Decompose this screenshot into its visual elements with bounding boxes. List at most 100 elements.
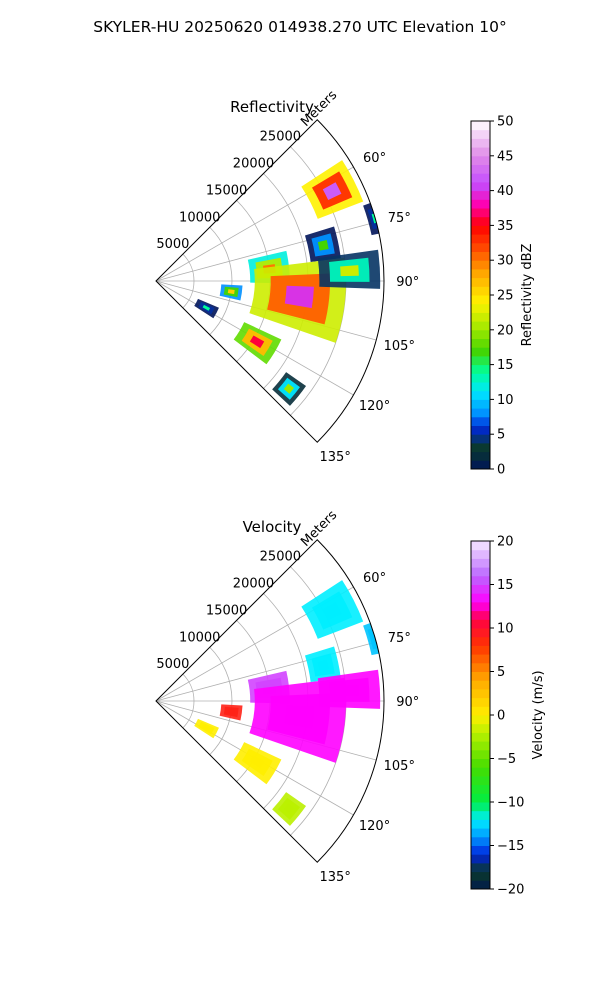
colorbar-segment bbox=[471, 303, 490, 313]
colorbar-segment bbox=[471, 784, 490, 794]
echo-cell bbox=[249, 755, 265, 769]
colorbar-segment bbox=[471, 871, 490, 881]
range-tick-label: 15000 bbox=[206, 603, 247, 618]
colorbar-segment bbox=[471, 408, 490, 418]
sector-outline bbox=[155, 539, 385, 863]
colorbar-tick-label: 0 bbox=[497, 463, 505, 478]
colorbar-segment bbox=[471, 155, 490, 165]
colorbar-segment bbox=[471, 654, 490, 664]
colorbar-segment bbox=[471, 610, 490, 620]
echo-cell bbox=[284, 285, 314, 309]
colorbar-segment bbox=[471, 671, 490, 681]
colorbar-segment bbox=[471, 268, 490, 279]
colorbar-segment bbox=[471, 364, 490, 374]
azimuth-tick-label: 135° bbox=[320, 450, 351, 465]
colorbar-segment bbox=[471, 697, 490, 707]
colorbar-segment bbox=[471, 199, 490, 209]
colorbar-tick-label: 40 bbox=[497, 184, 514, 199]
colorbar-segment bbox=[471, 399, 490, 409]
azimuth-tick-label: 75° bbox=[388, 211, 411, 226]
colorbar-segment bbox=[471, 688, 490, 699]
colorbar-tick-label: 5 bbox=[497, 665, 505, 680]
colorbar-segment bbox=[471, 880, 490, 890]
azimuth-tick-label: 120° bbox=[359, 399, 390, 414]
colorbar-segment bbox=[471, 251, 490, 261]
colorbar-segment bbox=[471, 416, 490, 426]
range-tick-label: 25000 bbox=[260, 550, 301, 565]
colorbar-tick-label: 25 bbox=[497, 289, 514, 304]
echo-cell bbox=[340, 265, 359, 277]
range-tick-label: 25000 bbox=[260, 130, 301, 145]
colorbar-segment bbox=[471, 451, 490, 461]
colorbar-segment bbox=[471, 164, 490, 174]
range-tick-label: 20000 bbox=[233, 157, 274, 172]
reflectivity-colorbar: Reflectivity dBZ 0 5 10 15 20 25 30 35 40 45 50 bbox=[470, 115, 535, 478]
colorbar-tick-label: −10 bbox=[497, 796, 524, 811]
colorbar-segment bbox=[471, 584, 490, 594]
colorbar-segment bbox=[471, 601, 490, 612]
echo-cell bbox=[283, 803, 294, 814]
colorbar-segment bbox=[471, 828, 490, 838]
colorbar-label: Velocity (m/s) bbox=[531, 670, 546, 759]
colorbar-segment bbox=[471, 460, 490, 470]
colorbar-segment bbox=[471, 347, 490, 357]
azimuth-tick-label: 75° bbox=[388, 631, 411, 646]
colorbar-tick-label: −15 bbox=[497, 839, 524, 854]
colorbar-tick-label: 5 bbox=[497, 428, 505, 443]
colorbar-segment bbox=[471, 810, 490, 820]
colorbar-segment bbox=[471, 680, 490, 690]
colorbar-tick-label: 45 bbox=[497, 149, 514, 164]
colorbar-segment bbox=[471, 208, 490, 218]
colorbar-segment bbox=[471, 181, 490, 192]
echo-layer bbox=[194, 160, 384, 406]
colorbar-tick-label: 10 bbox=[497, 622, 514, 637]
echo-cell bbox=[249, 335, 265, 349]
colorbar-segment bbox=[471, 173, 490, 183]
colorbar-segment bbox=[471, 425, 490, 435]
colorbar-segment bbox=[471, 575, 490, 585]
colorbar-segment bbox=[471, 147, 490, 157]
colorbar-segment bbox=[471, 216, 490, 226]
echo-cell bbox=[340, 685, 359, 697]
range-tick-label: 15000 bbox=[206, 183, 247, 198]
colorbar-segment bbox=[471, 558, 490, 568]
colorbar-segment bbox=[471, 355, 490, 366]
colorbar-label: Reflectivity dBZ bbox=[520, 244, 535, 347]
azimuth-tick-label: 135° bbox=[320, 870, 351, 885]
range-tick-label: 5000 bbox=[156, 237, 189, 252]
echo-cell bbox=[284, 705, 314, 729]
echo-layer bbox=[194, 580, 384, 826]
azimuth-tick-label: 60° bbox=[363, 151, 386, 166]
colorbar-segment bbox=[471, 338, 490, 348]
echo-cell bbox=[317, 660, 329, 671]
colorbar-segment bbox=[471, 321, 490, 331]
colorbar-tick-label: −5 bbox=[497, 752, 516, 767]
colorbar-segment bbox=[471, 628, 490, 638]
colorbar-segment bbox=[471, 329, 490, 339]
colorbar-segment bbox=[471, 260, 490, 270]
colorbar-tick-label: −20 bbox=[497, 883, 524, 898]
colorbar-segment bbox=[471, 190, 490, 200]
reflectivity-panel: Reflectivity 500010000150002000025000Met… bbox=[155, 88, 419, 465]
colorbar-tick-label: 20 bbox=[497, 323, 514, 338]
range-axis-label: Meters bbox=[298, 508, 340, 550]
colorbar-segment bbox=[471, 225, 490, 235]
colorbar-segment bbox=[471, 636, 490, 646]
colorbar-segment bbox=[471, 234, 490, 244]
azimuth-tick-label: 90° bbox=[396, 275, 419, 290]
colorbar-segment bbox=[471, 767, 490, 777]
colorbar-segment bbox=[471, 286, 490, 296]
colorbar-tick-label: 20 bbox=[497, 535, 514, 550]
colorbar-segment bbox=[471, 593, 490, 603]
colorbar-segment bbox=[471, 854, 490, 864]
colorbar-tick-label: 10 bbox=[497, 393, 514, 408]
panel-title: Velocity bbox=[243, 518, 302, 536]
colorbar-segment bbox=[471, 619, 490, 629]
colorbar-segment bbox=[471, 723, 490, 733]
colorbar-tick-label: 35 bbox=[497, 219, 514, 234]
colorbar-segment bbox=[471, 312, 490, 322]
colorbar-segment bbox=[471, 793, 490, 803]
figure-suptitle: SKYLER-HU 20250620 014938.270 UTC Elevat… bbox=[93, 18, 507, 36]
colorbar-segment bbox=[471, 567, 490, 577]
echo-cell bbox=[317, 240, 329, 251]
